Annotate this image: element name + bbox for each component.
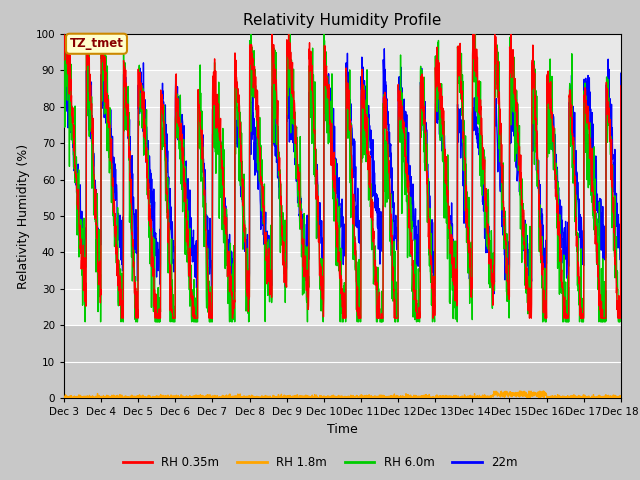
Y-axis label: Relativity Humidity (%): Relativity Humidity (%) (17, 144, 30, 288)
Bar (64, 325, 621, 398)
Text: TZ_tmet: TZ_tmet (70, 37, 124, 50)
Legend: RH 0.35m, RH 1.8m, RH 6.0m, 22m: RH 0.35m, RH 1.8m, RH 6.0m, 22m (118, 452, 522, 474)
X-axis label: Time: Time (327, 423, 358, 436)
Title: Relativity Humidity Profile: Relativity Humidity Profile (243, 13, 442, 28)
